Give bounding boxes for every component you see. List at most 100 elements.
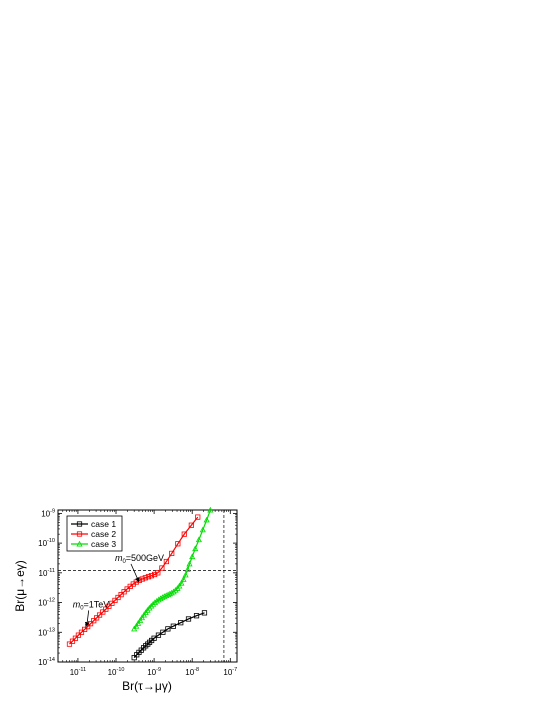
data-point bbox=[142, 575, 148, 581]
data-point bbox=[169, 550, 175, 557]
data-point bbox=[186, 560, 193, 567]
legend-label: case 2 bbox=[91, 529, 116, 539]
x-tick-label: 10-8 bbox=[185, 667, 199, 677]
data-point bbox=[185, 616, 192, 622]
tick-base: 10 bbox=[38, 658, 47, 667]
data-point bbox=[78, 629, 85, 635]
data-point bbox=[131, 625, 138, 632]
data-point bbox=[151, 599, 158, 605]
data-point bbox=[168, 589, 175, 596]
data-point bbox=[195, 536, 202, 543]
data-point bbox=[181, 531, 187, 537]
tick-exponent: -7 bbox=[232, 667, 237, 673]
data-point bbox=[207, 506, 214, 513]
data-point bbox=[69, 638, 76, 644]
tick-exponent: -9 bbox=[156, 667, 161, 673]
data-point bbox=[170, 588, 177, 595]
data-point bbox=[192, 545, 199, 552]
data-point bbox=[100, 609, 106, 615]
data-point bbox=[182, 571, 189, 578]
x-tick-label: 10-10 bbox=[108, 667, 125, 677]
tick-base: 10 bbox=[41, 509, 50, 518]
data-point bbox=[138, 614, 146, 621]
tick-exponent: -14 bbox=[47, 657, 55, 663]
tick-exponent: -13 bbox=[47, 627, 55, 633]
tick-base: 10 bbox=[38, 599, 47, 608]
data-point bbox=[155, 570, 161, 576]
data-point bbox=[124, 586, 130, 592]
data-point bbox=[199, 526, 206, 533]
annotation-prefix: m bbox=[73, 599, 81, 609]
data-point bbox=[159, 565, 165, 571]
annotation-m0-1tev: m0=1TeV bbox=[73, 599, 110, 611]
data-point bbox=[118, 592, 124, 598]
data-point bbox=[175, 541, 181, 547]
x-axis-title: Br(τ→μγ) bbox=[122, 679, 172, 693]
y-tick-label: 10-9 bbox=[41, 508, 55, 518]
plot-frame bbox=[57, 509, 238, 663]
data-point bbox=[109, 600, 115, 606]
tick-base: 10 bbox=[185, 668, 194, 677]
tick-exponent: -10 bbox=[116, 667, 124, 673]
annotation-prefix: m bbox=[115, 553, 123, 563]
data-point bbox=[103, 606, 109, 612]
data-point bbox=[151, 571, 158, 578]
data-point bbox=[201, 610, 208, 616]
data-point bbox=[66, 641, 73, 647]
data-point bbox=[155, 632, 162, 638]
tick-base: 10 bbox=[39, 569, 48, 578]
y-tick-label: 10-14 bbox=[38, 657, 55, 667]
data-point bbox=[145, 574, 152, 580]
data-point bbox=[82, 626, 88, 632]
legend-marker bbox=[76, 531, 83, 537]
data-point bbox=[150, 600, 157, 607]
data-point bbox=[160, 629, 166, 635]
annotation-subscript: 0 bbox=[122, 559, 126, 565]
data-point bbox=[121, 589, 127, 595]
series-case-1 bbox=[131, 610, 208, 661]
series-case-3 bbox=[131, 506, 214, 632]
data-point bbox=[133, 622, 140, 629]
legend-marker bbox=[76, 540, 83, 547]
tick-base: 10 bbox=[38, 628, 47, 637]
data-point bbox=[148, 573, 155, 579]
tick-base: 10 bbox=[70, 668, 79, 677]
y-tick-label: 10-13 bbox=[38, 627, 55, 637]
tick-base: 10 bbox=[223, 668, 232, 677]
data-point bbox=[189, 553, 196, 560]
y-axis-title: Br(μ→eγ) bbox=[13, 560, 27, 612]
data-point bbox=[163, 558, 169, 565]
x-tick-label: 10-11 bbox=[70, 667, 86, 677]
data-point bbox=[137, 617, 144, 623]
data-point bbox=[165, 626, 171, 632]
legend-label: case 3 bbox=[91, 539, 116, 549]
legend-item-case-3: case 3 bbox=[71, 539, 116, 549]
annotation-suffix: =1TeV bbox=[84, 599, 110, 609]
data-point bbox=[188, 522, 194, 528]
data-point bbox=[184, 566, 191, 572]
reference-lines bbox=[58, 510, 237, 662]
x-tick-label: 10-9 bbox=[147, 667, 161, 677]
data-point bbox=[176, 582, 183, 589]
x-tick-label: 10-7 bbox=[223, 667, 237, 677]
annotation-arrow bbox=[130, 563, 140, 583]
tick-exponent: -10 bbox=[47, 538, 55, 544]
legend-item-case-1: case 1 bbox=[71, 519, 116, 529]
data-point bbox=[178, 579, 185, 586]
tick-base: 10 bbox=[108, 668, 117, 677]
data-point bbox=[94, 615, 100, 621]
y-tick-label: 10-12 bbox=[38, 598, 55, 608]
y-tick-label: 10-10 bbox=[38, 538, 55, 548]
y-tick-label: 10-11 bbox=[39, 568, 55, 578]
legend-label: case 1 bbox=[91, 519, 116, 529]
data-point bbox=[135, 620, 142, 626]
tick-exponent: -9 bbox=[50, 508, 55, 514]
data-point bbox=[112, 597, 118, 604]
data-point bbox=[203, 516, 210, 523]
annotation-subscript: 0 bbox=[80, 605, 84, 611]
data-point bbox=[96, 612, 103, 618]
data-point bbox=[106, 603, 112, 609]
annotation-suffix: =500GeV bbox=[126, 553, 164, 563]
tick-exponent: -11 bbox=[47, 568, 55, 574]
